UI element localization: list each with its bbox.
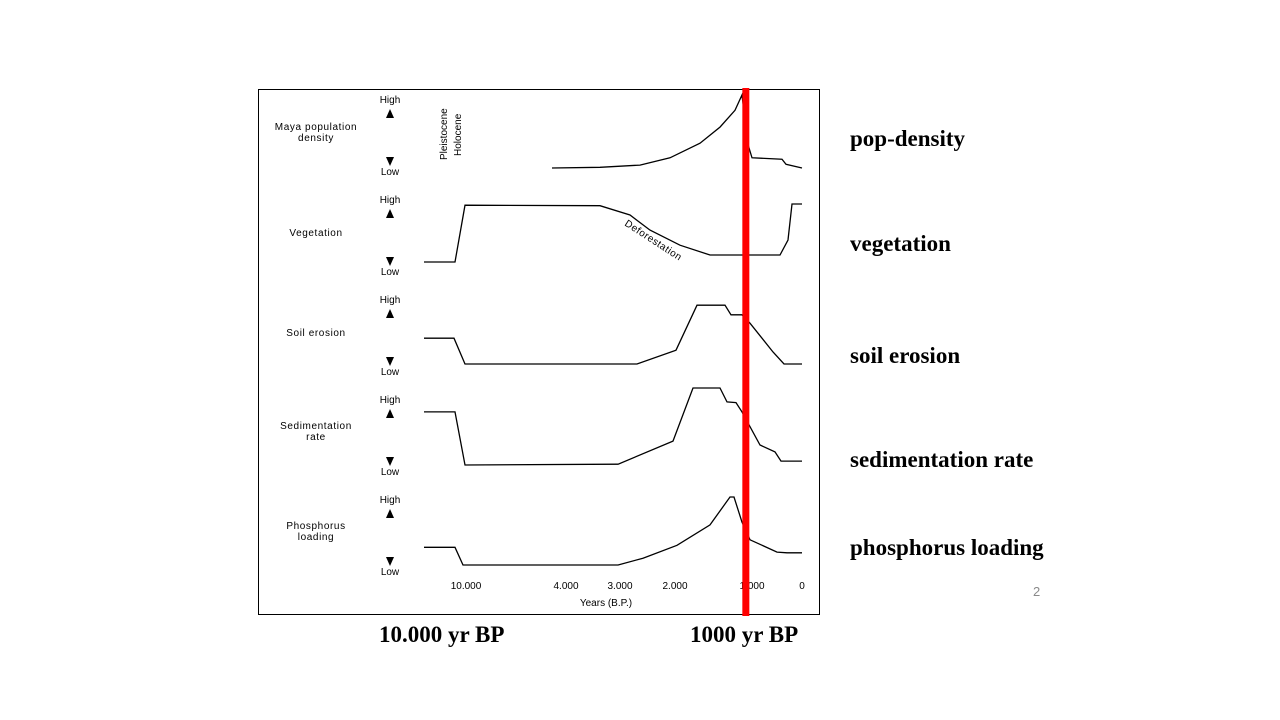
low-label: Low: [381, 267, 400, 278]
right-label-pop-density: pop-density: [850, 126, 966, 151]
arrow-up-icon: [386, 309, 394, 318]
arrow-up-icon: [386, 509, 394, 518]
right-label-sedimentation-rate: sedimentation rate: [850, 447, 1034, 472]
high-label: High: [380, 195, 401, 206]
high-label: High: [380, 395, 401, 406]
right-label-phosphorus-loading: phosphorus loading: [850, 535, 1044, 560]
arrow-down-icon: [386, 557, 394, 566]
x-tick-label: 1.000: [739, 581, 764, 592]
row-label: Maya population density: [275, 122, 357, 144]
page-number: 2: [1033, 584, 1041, 599]
low-label: Low: [381, 567, 400, 578]
series-line-phosphorus-loading: [424, 496, 802, 566]
low-label: Low: [381, 167, 400, 178]
row-label: Phosphorus loading: [286, 521, 345, 543]
x-tick-label: 10.000: [451, 581, 482, 592]
marker-line: [742, 88, 750, 616]
high-label: High: [380, 495, 401, 506]
row-label: Soil erosion: [286, 328, 345, 339]
x-tick-label: 3.000: [607, 581, 632, 592]
arrow-down-icon: [386, 457, 394, 466]
bottom-label-1000: 1000 yr BP: [690, 622, 799, 647]
x-tick-label: 0: [799, 581, 805, 592]
series-line-sedimentation-rate: [424, 387, 802, 466]
arrow-up-icon: [386, 109, 394, 118]
arrow-down-icon: [386, 157, 394, 166]
low-label: Low: [381, 367, 400, 378]
holocene-label: Holocene: [453, 113, 464, 156]
x-axis-label: Years (B.P.): [580, 598, 632, 609]
x-tick-label: 4.000: [553, 581, 578, 592]
arrow-down-icon: [386, 357, 394, 366]
right-label-soil-erosion: soil erosion: [850, 343, 961, 368]
series-line-soil-erosion: [424, 304, 802, 365]
right-label-vegetation: vegetation: [850, 231, 951, 256]
chart-frame: [258, 89, 820, 615]
pleistocene-label: Pleistocene: [439, 108, 450, 160]
arrow-up-icon: [386, 409, 394, 418]
high-label: High: [380, 295, 401, 306]
row-label: Sedimentation rate: [280, 421, 352, 443]
row-label: Vegetation: [289, 228, 342, 239]
high-label: High: [380, 95, 401, 106]
arrow-down-icon: [386, 257, 394, 266]
low-label: Low: [381, 467, 400, 478]
series-line-pop-density: [551, 92, 803, 169]
series-line-vegetation: [424, 203, 802, 263]
bottom-label-10000: 10.000 yr BP: [379, 622, 505, 647]
x-tick-label: 2.000: [662, 581, 687, 592]
arrow-up-icon: [386, 209, 394, 218]
deforestation-label: Deforestation: [622, 218, 683, 263]
